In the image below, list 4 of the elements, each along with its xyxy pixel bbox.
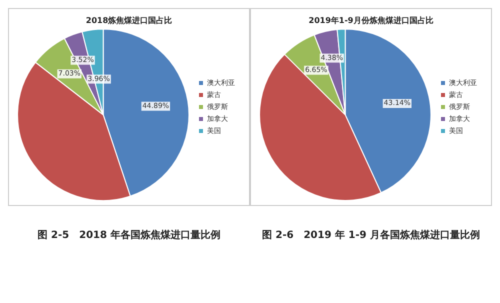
chart-title: 2018炼焦煤进口国占比 <box>86 16 172 25</box>
chart-title: 2019年1-9月份炼焦煤进口国占比 <box>308 16 434 25</box>
caption: 图 2-5 2018 年各国炼焦煤进口量比例 <box>36 228 222 242</box>
caption: 图 2-6 2019 年 1-9 月各国炼焦煤进口量比例 <box>261 228 481 242</box>
